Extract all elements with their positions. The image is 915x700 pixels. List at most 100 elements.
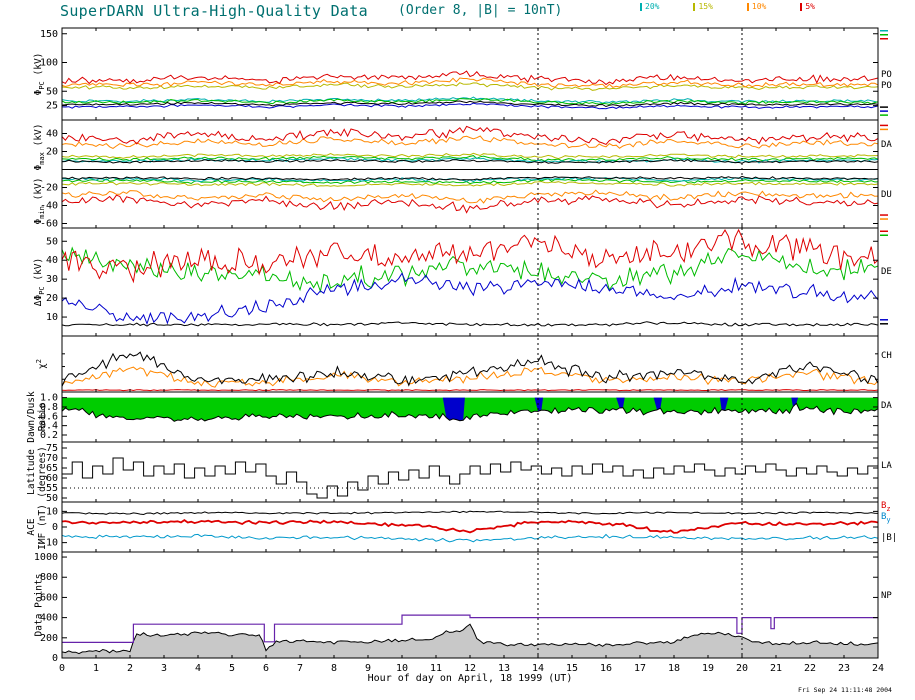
right-label-dawn-dusk-ratio: DA <box>881 401 892 411</box>
y-tick-label: 70 <box>46 453 58 464</box>
plot-subtitle: (Order 8, |B| = 10nT) <box>398 3 563 18</box>
legend-tick-icon <box>640 3 642 11</box>
accuracy-legend: 20% 15% 10% 5% <box>640 3 815 11</box>
y-tick-label: 30 <box>46 274 58 285</box>
series-lat <box>62 457 878 499</box>
right-label-latitude: LA <box>881 461 892 472</box>
series-pc-5 <box>62 70 878 86</box>
x-tick-label: 18 <box>668 663 680 674</box>
series-d-blk <box>62 321 878 327</box>
right-label-delta-phi-pc: DE <box>881 267 892 278</box>
x-tick-label: 0 <box>59 663 65 674</box>
x-tick-label: 14 <box>532 663 544 674</box>
legend-item-20%: 20% <box>640 3 659 11</box>
x-tick-label: 7 <box>297 663 303 674</box>
series-np-area <box>62 623 878 655</box>
panel-frame-chi-squared <box>61 335 879 393</box>
series-pc-grn <box>62 98 878 106</box>
y-tick-label: 0.2 <box>40 430 58 441</box>
y-tick-label: 1.0 <box>40 393 58 404</box>
y-axis-label-data-points: Data Points <box>33 573 45 637</box>
y-tick-label: 0.6 <box>40 411 58 422</box>
x-tick-label: 2 <box>127 663 133 674</box>
x-tick-label: 24 <box>872 663 884 674</box>
series-ratio-dusk-fill <box>719 397 729 411</box>
x-tick-label: 3 <box>161 663 167 674</box>
x-tick-label: 13 <box>498 663 510 674</box>
y-tick-label: 100 <box>40 58 58 69</box>
y-tick-label: 75 <box>46 443 58 454</box>
x-tick-label: 11 <box>430 663 442 674</box>
y-tick-label: 0 <box>52 522 58 533</box>
y-tick-label: -40 <box>40 201 58 212</box>
x-tick-label: 23 <box>838 663 850 674</box>
legend-label: 15% <box>698 2 713 11</box>
y-tick-label: 200 <box>40 633 58 644</box>
legend-item-10%: 10% <box>746 2 767 11</box>
y-tick-label: 0.4 <box>40 421 58 432</box>
y-tick-label: -20 <box>40 183 58 194</box>
x-tick-label: 15 <box>566 663 578 674</box>
panel-frame-phi-pc <box>61 27 879 121</box>
panel-frame-phi-max-min <box>61 119 879 229</box>
right-label-ace-imf: Bz <box>881 501 891 513</box>
x-tick-label: 1 <box>93 663 99 674</box>
series-mn-10 <box>62 189 878 204</box>
legend-item-15%: 15% <box>693 2 713 11</box>
panel-latitude <box>62 457 878 499</box>
right-label-phi-pc: PO <box>881 80 892 91</box>
series-pc-15 <box>62 82 878 91</box>
x-tick-label: 21 <box>770 663 782 674</box>
series-ratio-dawn-fill <box>62 397 878 422</box>
y-tick-label: 40 <box>46 255 58 266</box>
series-ratio-dusk-fill <box>653 397 663 410</box>
x-tick-label: 5 <box>229 663 235 674</box>
x-tick-label: 17 <box>634 663 646 674</box>
x-tick-label: 10 <box>396 663 408 674</box>
y-axis-label-dawn-dusk-ratio: Dawn/Dusk Ratio <box>26 391 48 443</box>
y-tick-label: 10 <box>46 506 58 517</box>
x-tick-label: 8 <box>331 663 337 674</box>
legend-tick-icon <box>693 3 696 11</box>
series-pc-blu <box>62 102 878 110</box>
series-ratio-dusk-fill <box>442 397 465 421</box>
series-x-blk <box>62 351 878 387</box>
y-tick-label: 65 <box>46 463 58 474</box>
y-tick-label: 50 <box>46 236 58 247</box>
panel-data-points <box>62 614 878 658</box>
y-tick-label: 25 <box>46 101 58 112</box>
right-label-phi-max-min: DU <box>881 189 892 200</box>
series-imf-by <box>62 533 878 543</box>
series-np-line <box>62 614 878 644</box>
y-tick-label: 10 <box>46 312 58 323</box>
y-tick-label: 600 <box>40 592 58 603</box>
series-ratio-dusk-fill <box>791 397 799 407</box>
series-mx-15 <box>62 152 878 160</box>
series-d-red <box>62 228 878 284</box>
series-ratio-dusk-fill <box>534 397 544 412</box>
y-axis-label-delta-phi-pc: ΔΦPC (kV) <box>33 257 46 307</box>
legend-tick-icon <box>800 3 803 11</box>
x-tick-label: 4 <box>195 663 201 674</box>
y-tick-label: 0.8 <box>40 402 58 413</box>
legend-label: 10% <box>751 2 767 11</box>
y-axis-label-ace-imf: ACE IMF (nT) <box>26 504 48 550</box>
y-tick-label: 60 <box>46 473 58 484</box>
series-np-area-fill <box>62 624 878 658</box>
y-tick-label: 55 <box>46 483 58 494</box>
x-tick-label: 20 <box>736 663 748 674</box>
legend-tick-icon <box>746 3 749 11</box>
y-tick-label: 20 <box>46 293 58 304</box>
y-axis-label-chi-squared: χ2 <box>34 359 49 369</box>
legend-item-5%: 5% <box>800 3 815 11</box>
y-tick-label: 50 <box>46 86 58 97</box>
x-axis-title: Hour of day on April, 18 1999 (UT) <box>367 673 573 684</box>
y-axis-label-latitude: Latitude (degrees) <box>26 446 48 498</box>
series-mn-blk <box>62 175 878 181</box>
panel-frame-ace-imf <box>61 501 879 553</box>
x-tick-label: 19 <box>702 663 714 674</box>
series-d-blu <box>62 272 878 326</box>
y-tick-label: 50 <box>46 493 58 504</box>
y-axis-label-phi-max-min: Φmax (kV) <box>33 123 46 171</box>
